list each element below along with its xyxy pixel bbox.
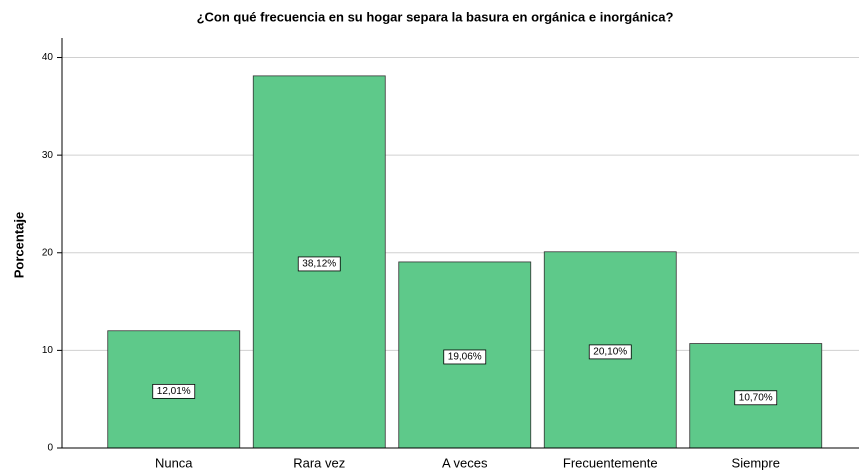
x-tick-label: Rara vez <box>293 455 345 470</box>
x-tick-label: Frecuentemente <box>563 455 658 470</box>
value-label: 20,10% <box>593 347 627 358</box>
y-tick-label: 40 <box>42 52 54 63</box>
value-label: 10,70% <box>739 392 773 403</box>
y-tick-label: 20 <box>42 247 54 258</box>
y-tick-label: 0 <box>47 443 53 454</box>
value-label-box <box>443 349 487 365</box>
y-axis-label: Porcentaje <box>11 212 26 278</box>
value-label-box <box>588 344 632 360</box>
chart-title: ¿Con qué frecuencia en su hogar separa l… <box>197 9 674 24</box>
value-label-box <box>734 390 778 406</box>
value-label: 38,12% <box>302 259 336 270</box>
value-label-box <box>152 383 196 399</box>
x-tick-label: A veces <box>442 455 488 470</box>
x-tick-label: Nunca <box>155 455 193 470</box>
y-tick-label: 30 <box>42 150 54 161</box>
y-tick-label: 10 <box>42 345 54 356</box>
value-label: 19,06% <box>448 352 482 363</box>
value-label: 12,01% <box>157 386 191 397</box>
value-label-box <box>297 256 341 272</box>
x-tick-label: Siempre <box>732 455 780 470</box>
